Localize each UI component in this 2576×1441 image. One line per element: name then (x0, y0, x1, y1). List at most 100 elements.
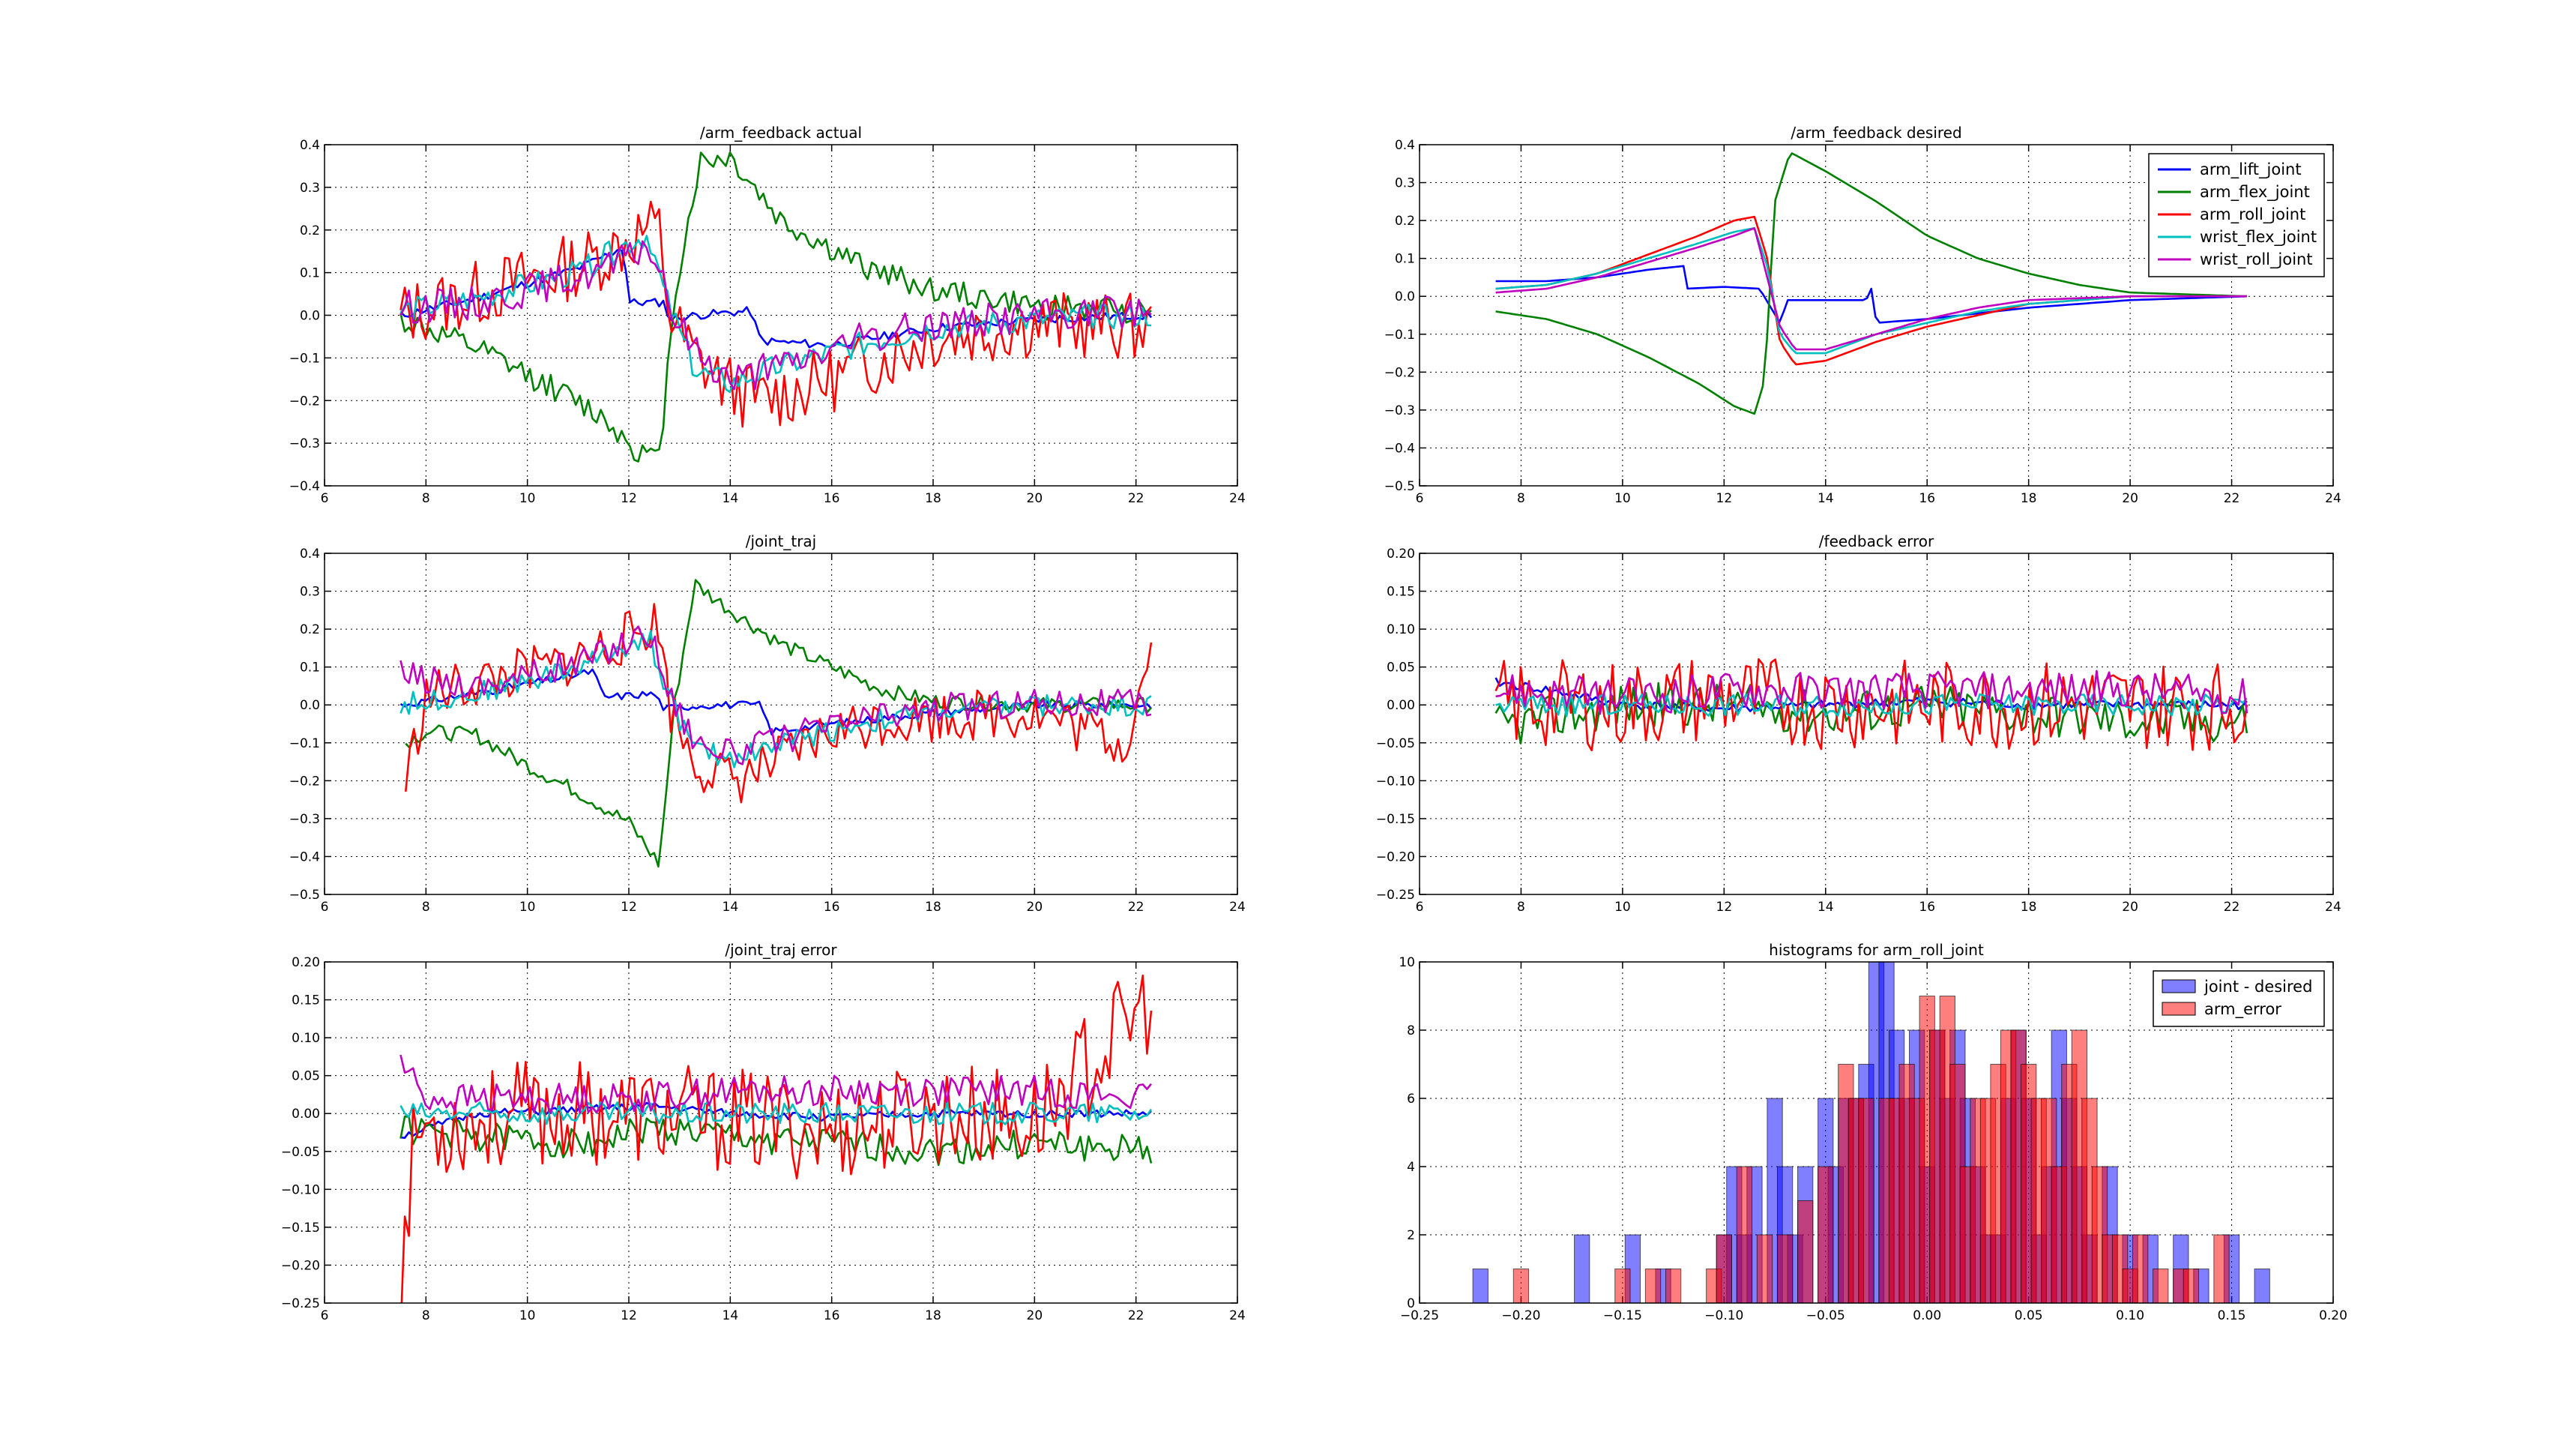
y-tick-label: −0.20 (1376, 849, 1415, 864)
x-tick-label: 22 (2224, 900, 2240, 915)
y-tick-label: −0.2 (1384, 365, 1415, 380)
series-line-series-5 (399, 1054, 1153, 1115)
y-tick-label: 0.10 (292, 1031, 320, 1046)
plot-area (399, 151, 1153, 463)
y-tick-label: 0.00 (1387, 698, 1415, 713)
x-tick-label: 0.10 (2116, 1308, 2144, 1323)
series-line-series-4 (1495, 692, 2248, 718)
y-tick-label: −0.10 (281, 1182, 320, 1197)
chart-title: /joint_traj (746, 532, 816, 550)
x-tick-label: 12 (621, 900, 637, 915)
series-line-series-5 (399, 625, 1152, 765)
histogram-bar (1797, 1200, 1814, 1303)
y-tick-label: −0.2 (289, 394, 320, 409)
series-line-series-3 (405, 603, 1153, 804)
x-tick-label: 22 (1128, 491, 1144, 506)
y-tick-label: 10 (1399, 955, 1415, 970)
axes-frame (1419, 144, 2334, 487)
plot-area (1472, 962, 2270, 1303)
chart-title: /feedback error (1819, 532, 1934, 550)
legend-label: wrist_roll_joint (2200, 250, 2313, 269)
series-line-series-4 (399, 630, 1152, 768)
legend-label: arm_flex_joint (2200, 183, 2310, 202)
x-tick-label: 8 (422, 1308, 430, 1323)
x-tick-label: 24 (1229, 491, 1246, 506)
x-tick-label: 0.15 (2218, 1308, 2246, 1323)
series-line-series-2 (405, 579, 1152, 868)
x-tick-label: 16 (824, 1308, 840, 1323)
y-tick-label: 0 (1407, 1296, 1415, 1311)
axes-frame (324, 144, 1238, 487)
histogram-bar (2213, 1234, 2230, 1303)
chart-histograms: −0.25 −0.20 −0.15 −0.10 −0.05 0.00 0.05 0.10 0.1… (1399, 941, 2347, 1323)
y-tick-label: −0.05 (1376, 736, 1415, 751)
x-tick-label: 22 (2224, 491, 2240, 506)
y-tick-label: 0.0 (1395, 289, 1415, 304)
chart-feedback_desired: 6 8 10 12 14 16 18 20 22 24 −0.5 −0.4 −0.3 −0.2 −0.1 0.… (1384, 124, 2341, 506)
x-tick-label: −0.10 (1704, 1308, 1743, 1323)
x-tick-label: 18 (925, 1308, 941, 1323)
x-tick-label: 18 (925, 491, 941, 506)
axes-frame (324, 961, 1238, 1304)
histogram-bar (1665, 1269, 1682, 1303)
x-tick-label: 12 (1716, 900, 1733, 915)
histogram-bar (1858, 1098, 1874, 1303)
x-tick-label: 6 (321, 491, 329, 506)
y-tick-label: −0.3 (289, 812, 320, 827)
x-tick-label: 24 (2325, 491, 2341, 506)
x-tick-label: 22 (1128, 1308, 1144, 1323)
y-tick-label: 8 (1407, 1023, 1415, 1038)
histogram-bar (2183, 1269, 2200, 1303)
x-tick-label: 12 (621, 491, 637, 506)
histogram-bar (1736, 1166, 1753, 1303)
y-tick-label: −0.25 (281, 1296, 320, 1311)
y-tick-label: 0.4 (300, 547, 320, 562)
x-tick-label: 0.20 (2319, 1308, 2347, 1323)
histogram-bar (1472, 1269, 1488, 1303)
series-line-arm_flex_joint (1495, 152, 2247, 415)
series-line-series-3 (400, 974, 1153, 1303)
x-tick-label: −0.15 (1603, 1308, 1642, 1323)
x-tick-label: 16 (1919, 900, 1935, 915)
x-tick-label: 0.05 (2015, 1308, 2043, 1323)
legend: arm_lift_joint arm_flex_joint arm_roll_joi… (2148, 153, 2325, 277)
x-tick-label: 14 (1818, 900, 1834, 915)
x-tick-label: 6 (1416, 900, 1424, 915)
plot-area (1495, 152, 2247, 415)
chart-feedback_actual: 6 8 10 12 14 16 18 20 22 24 −0.4 −0.3 −0.2 −0.1 0.0 0.1… (289, 124, 1246, 506)
histogram-bar (1716, 1234, 1732, 1303)
x-tick-label: 6 (321, 900, 329, 915)
y-tick-label: 0.4 (1395, 138, 1415, 153)
chart-title: /arm_feedback actual (700, 124, 862, 142)
legend-label: wrist_flex_joint (2200, 228, 2317, 247)
y-tick-label: 0.1 (300, 661, 320, 676)
x-tick-label: −0.05 (1806, 1308, 1845, 1323)
y-tick-label: 0.15 (292, 993, 320, 1008)
y-tick-label: 0.3 (1395, 176, 1415, 191)
y-tick-label: 0.3 (300, 181, 320, 196)
y-tick-label: −0.3 (1384, 403, 1415, 418)
y-tick-label: 0.05 (1387, 661, 1415, 676)
x-tick-label: 6 (1416, 491, 1424, 506)
series-line-series-1 (399, 249, 1153, 349)
y-tick-label: −0.1 (289, 736, 320, 751)
series-line-series-2 (399, 1115, 1153, 1167)
chart-title: histograms for arm_roll_joint (1769, 941, 1984, 959)
x-tick-label: 20 (2122, 491, 2138, 506)
y-tick-label: 0.20 (292, 955, 320, 970)
x-tick-label: 8 (1517, 900, 1525, 915)
x-tick-label: 12 (1716, 491, 1733, 506)
x-tick-label: 20 (2122, 900, 2138, 915)
y-tick-label: −0.4 (1384, 441, 1415, 456)
x-tick-label: 20 (1027, 900, 1043, 915)
x-tick-label: 18 (2021, 900, 2037, 915)
y-tick-label: 0.2 (300, 622, 320, 637)
y-tick-label: 0.3 (300, 585, 320, 600)
y-tick-label: −0.4 (289, 479, 320, 494)
y-tick-label: −0.05 (281, 1145, 320, 1160)
x-tick-label: 20 (1027, 1308, 1043, 1323)
histogram-bar (2132, 1234, 2149, 1303)
x-tick-label: 24 (1229, 900, 1246, 915)
x-tick-label: 14 (723, 900, 739, 915)
